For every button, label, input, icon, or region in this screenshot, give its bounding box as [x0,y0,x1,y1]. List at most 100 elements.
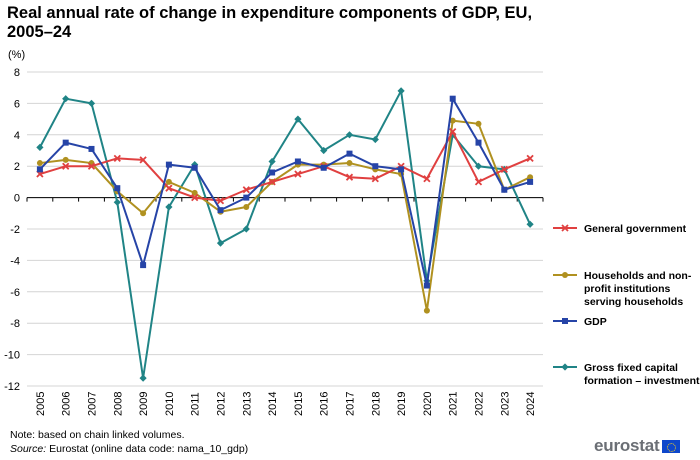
data-point-gdp [501,186,508,193]
data-point-gdp [114,185,121,192]
x-tick-label: 2023 [499,392,511,416]
data-point-general-government [139,156,147,164]
series-line-gdp [39,97,531,287]
data-point-general-government [500,165,508,173]
data-point-general-government [345,173,354,181]
data-point-households-and-non-profit-institutions-serving-households [423,307,430,314]
data-point-gross-fixed-capital-formation-investment [242,225,250,233]
data-point-gdp [294,158,301,165]
y-tick-label: -4 [10,255,20,267]
x-tick-label: 2010 [164,392,176,416]
data-point-general-government [87,162,96,170]
data-point-gdp [346,150,353,157]
data-point-gross-fixed-capital-formation-investment [294,115,302,123]
data-point-general-government [294,170,302,178]
data-point-gdp [140,262,147,269]
x-tick-label: 2016 [319,392,331,416]
legend-marker-general-government [561,224,569,232]
data-point-gdp [243,194,250,201]
data-point-gross-fixed-capital-formation-investment [397,87,405,95]
data-point-households-and-non-profit-institutions-serving-households [475,120,482,127]
data-point-gdp [423,282,430,289]
x-tick-label: 2008 [112,392,124,416]
y-tick-label: -12 [4,381,20,393]
x-tick-label: 2015 [293,392,305,416]
data-point-gdp [62,139,69,146]
x-tick-label: 2017 [345,392,357,416]
legend-label-gdp: GDP [584,316,607,328]
data-point-gross-fixed-capital-formation-investment [113,198,121,206]
y-tick-label: -10 [4,350,20,362]
x-tick-label: 2007 [87,392,99,416]
data-point-households-and-non-profit-institutions-serving-households [449,117,456,124]
data-point-general-government [526,154,534,162]
y-tick-label: 2 [14,161,20,173]
data-point-gdp [372,163,379,170]
data-point-gross-fixed-capital-formation-investment [526,220,534,228]
y-tick-label: 8 [14,67,20,79]
x-tick-label: 2019 [396,392,408,416]
data-point-gross-fixed-capital-formation-investment [268,157,276,166]
chart-note: Note: based on chain linked volumes. [10,429,185,441]
legend-label-gross-fixed-capital-formation-investment: Gross fixed capital formation – investmen… [584,362,700,387]
data-point-gdp [217,207,224,214]
data-point-gross-fixed-capital-formation-investment [216,239,225,247]
eurostat-logo-text: eurostat [594,436,660,455]
y-tick-label: -8 [10,318,20,330]
x-tick-label: 2013 [241,392,253,416]
data-point-households-and-non-profit-institutions-serving-households [243,204,250,211]
x-tick-label: 2011 [190,392,202,416]
chart-source: Source: Eurostat (online data code: nama… [10,443,248,456]
line-chart: (%) 8 6 4 2 0 -2 -4 -6 -8 -10 -12 2005 2006 2007 2008 20… [4,49,700,416]
eu-flag-icon [662,439,681,453]
legend-marker-gross-fixed-capital-formation-investment [561,363,569,371]
y-tick-label: -2 [10,224,20,236]
data-point-gross-fixed-capital-formation-investment [62,95,70,103]
x-tick-label: 2006 [61,392,73,416]
data-point-gross-fixed-capital-formation-investment [320,146,328,155]
data-point-general-government [191,193,199,202]
x-tick-label: 2020 [422,392,434,416]
data-point-households-and-non-profit-institutions-serving-households [191,189,198,196]
x-tick-label: 2009 [138,392,150,416]
data-point-gdp [475,139,482,146]
data-point-general-government [165,184,173,192]
eurostat-logo: eurostat [594,436,681,455]
data-point-gross-fixed-capital-formation-investment [371,135,379,144]
x-tick-label: 2021 [448,392,460,416]
data-point-gross-fixed-capital-formation-investment [474,162,483,170]
series-line-general-government [39,130,531,202]
x-tick-label: 2014 [267,392,279,416]
x-tick-label: 2022 [474,392,486,416]
data-point-general-government [216,197,225,205]
data-point-gdp [88,145,95,152]
data-point-gdp [398,166,405,173]
source-label: Source: [10,443,47,455]
data-point-gdp [36,166,43,173]
data-point-general-government [449,128,457,136]
legend-marker-households-and-non-profit-institutions-serving-households [562,272,568,278]
y-tick-label: -6 [10,287,20,299]
data-point-general-government [242,186,250,194]
data-point-general-government [268,178,276,186]
data-point-gdp [191,164,198,171]
series-line-households-and-non-profit-institutions-serving-households [39,119,531,312]
y-tick-label: 0 [14,193,20,205]
data-point-gross-fixed-capital-formation-investment [36,143,44,151]
data-point-households-and-non-profit-institutions-serving-households [36,160,43,167]
data-point-gdp [269,169,276,176]
data-point-households-and-non-profit-institutions-serving-households [165,178,172,185]
data-point-gross-fixed-capital-formation-investment [345,131,354,139]
series-line-gross-fixed-capital-formation-investment [39,89,532,380]
legend-marker-gdp [562,318,568,324]
data-point-households-and-non-profit-institutions-serving-households [62,156,69,163]
data-point-gdp [165,161,172,168]
chart-title: Real annual rate of change in expenditur… [7,4,533,41]
data-point-gross-fixed-capital-formation-investment [165,203,173,211]
data-point-general-government [474,178,483,186]
x-tick-label: 2012 [216,392,228,416]
data-point-households-and-non-profit-institutions-serving-households [140,210,147,217]
y-tick-label: 4 [14,130,20,142]
data-point-households-and-non-profit-institutions-serving-households [527,174,534,181]
x-tick-label: 2024 [525,392,537,416]
